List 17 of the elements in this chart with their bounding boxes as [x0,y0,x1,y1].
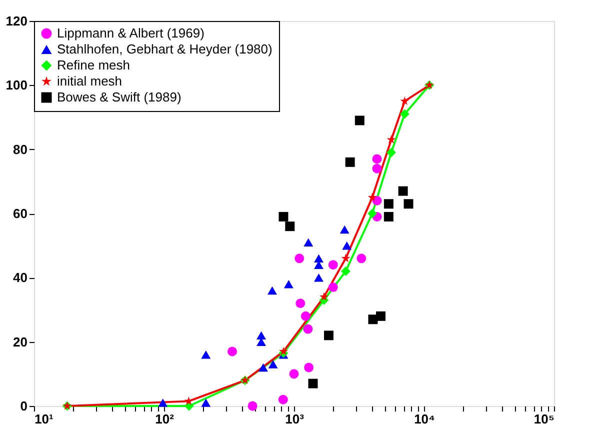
legend-label: Refine mesh [57,58,130,72]
x-tick-label: 10⁴ [414,412,435,426]
legend-label: Lippmann & Albert (1969) [57,26,204,40]
x-tick-label: 10⁵ [534,412,554,426]
y-tick-label: 120 [6,14,28,28]
y-tick-label: 0 [20,398,28,414]
x-tick-label: 10³ [285,412,305,426]
y-tick-label: 100 [6,78,28,93]
x-tick-label: 10² [155,412,175,426]
y-tick-label: 20 [13,334,28,350]
y-tick-label: 60 [13,206,28,221]
y-tick-label: 80 [13,142,28,157]
legend-label: initial mesh [57,74,122,88]
legend-label: Stahlhofen, Gebhart & Heyder (1980) [57,42,272,56]
y-tick-label: 40 [13,270,28,286]
x-tick-label: 10¹ [34,412,54,426]
legend-label: Bowes & Swift (1989) [57,90,182,104]
